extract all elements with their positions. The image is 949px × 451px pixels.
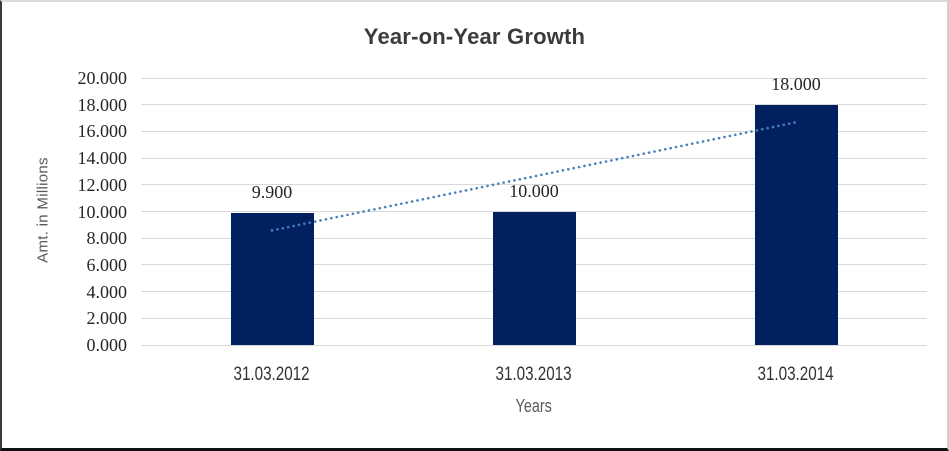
- y-tick-label: 16.000: [77, 121, 128, 142]
- plot-area: 9.900 10.000 18.000: [141, 73, 927, 346]
- bar[interactable]: [230, 212, 314, 345]
- gridline: [141, 77, 927, 79]
- x-tick-label-text: 31.03.2014: [757, 364, 835, 385]
- y-tick-label: 10.000: [77, 201, 128, 222]
- bar-data-label: 10.000: [509, 180, 559, 201]
- bar-data-label: 18.000: [771, 73, 821, 94]
- x-axis-title-text: Years: [515, 396, 553, 416]
- y-tick-label: 4.000: [86, 281, 128, 302]
- bar-data-label: 9.900: [251, 181, 293, 202]
- x-axis-title: Years: [141, 396, 927, 416]
- y-tick-label: 18.000: [77, 94, 128, 115]
- gridline: [141, 344, 927, 346]
- x-tick-label: 31.03.2013: [444, 364, 624, 386]
- chart-title: Year-on-Year Growth: [363, 24, 586, 49]
- x-tick-label: 31.03.2014: [706, 364, 886, 386]
- bar[interactable]: [492, 211, 576, 345]
- y-tick-label: 20.000: [77, 68, 128, 88]
- y-tick-label: 0.000: [86, 335, 128, 355]
- bar[interactable]: [754, 104, 838, 345]
- y-tick-label: 8.000: [86, 228, 128, 249]
- y-tick-label: 2.000: [86, 308, 128, 329]
- x-tick-label: 31.03.2012: [182, 364, 362, 386]
- y-tick-label: 14.000: [77, 148, 128, 169]
- y-tick-label: 6.000: [86, 254, 128, 275]
- y-tick-label: 12.000: [77, 174, 128, 195]
- x-tick-label-text: 31.03.2013: [495, 364, 573, 385]
- x-tick-label-text: 31.03.2012: [233, 364, 311, 385]
- gridline: [141, 104, 927, 106]
